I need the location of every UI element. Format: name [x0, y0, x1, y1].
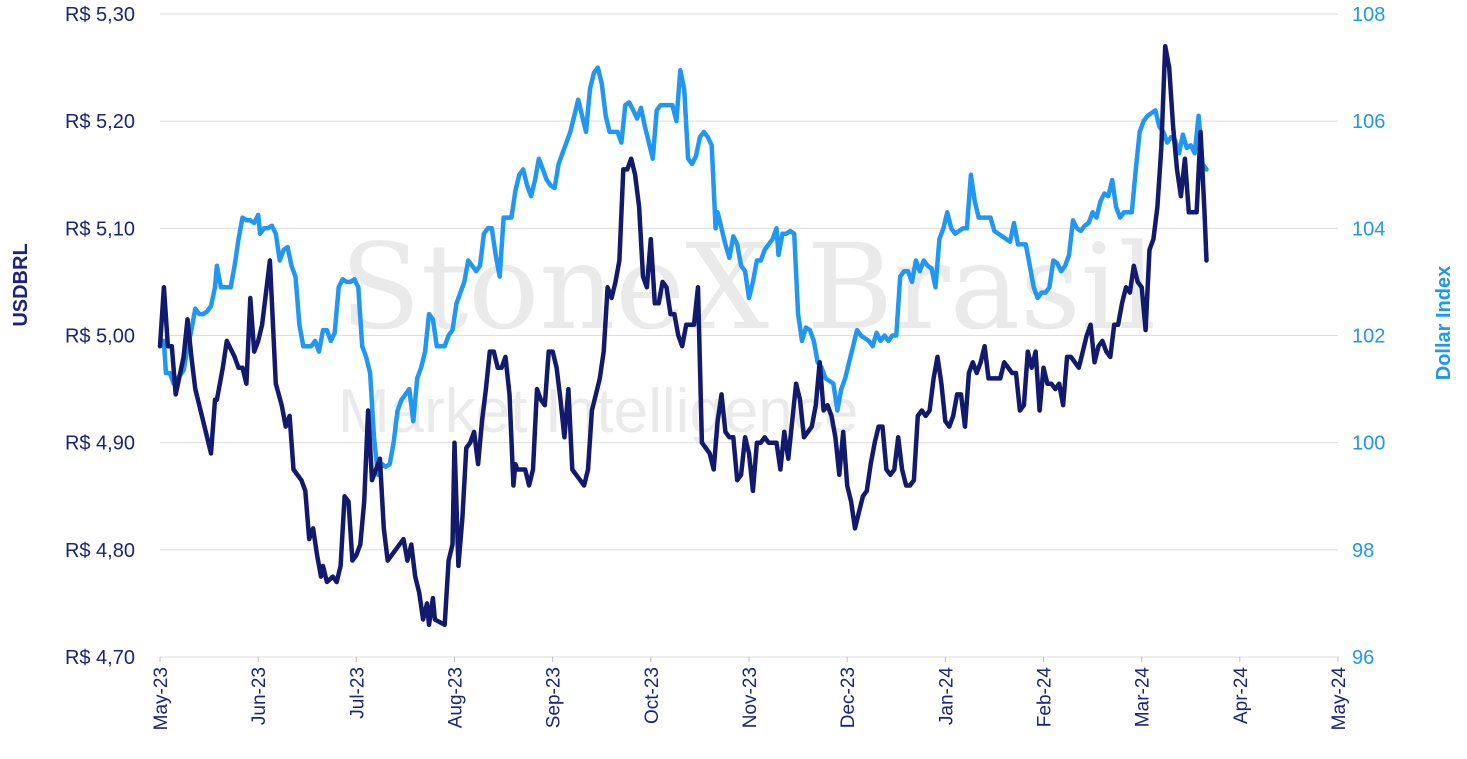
usdbrl-series-line [157, 43, 1209, 628]
y-right-tick-label: 100 [1352, 433, 1385, 455]
x-tick-label: May-24 [1329, 667, 1350, 731]
y-left-tick-label: R$ 5,30 [65, 4, 135, 26]
y-right-tick-label: 98 [1352, 540, 1374, 562]
x-tick-label: May-23 [151, 667, 172, 730]
y-left-tick-label: R$ 4,80 [65, 540, 135, 562]
y-left-tick-label: R$ 5,10 [65, 218, 135, 240]
x-axis-ticks: May-23 Jun-23 Jul-23 Aug-23 Sep-23 Oct-23 Nov-… [151, 657, 1350, 730]
y-left-tick-label: R$ 4,70 [65, 647, 135, 669]
x-tick-label: Jul-23 [347, 667, 368, 719]
y-right-tick-label: 102 [1352, 326, 1385, 348]
x-tick-label: Aug-23 [446, 667, 467, 728]
y-right-tick-label: 104 [1352, 218, 1385, 240]
y-left-axis-title: USDBRL [10, 243, 32, 326]
dollar-index-series-line [157, 65, 1209, 478]
y-left-tick-label: R$ 5,00 [65, 326, 135, 348]
y-left-axis-ticks: R$ 4,70 R$ 4,80 R$ 4,90 R$ 5,00 R$ 5,10 R$ 5,… [65, 4, 135, 669]
y-right-tick-label: 108 [1352, 4, 1385, 26]
x-tick-label: Oct-23 [642, 667, 663, 724]
x-tick-label: Dec-23 [838, 667, 859, 728]
x-tick-label: Nov-23 [740, 667, 761, 728]
watermark: StoneX Brasil Market Intelligence [338, 218, 1156, 446]
y-right-tick-label: 106 [1352, 111, 1385, 133]
x-tick-label: Jun-23 [249, 667, 270, 725]
x-tick-label: Jan-24 [936, 667, 957, 726]
y-right-axis-title: Dollar Index [1433, 266, 1455, 380]
y-left-tick-label: R$ 5,20 [65, 111, 135, 133]
x-tick-label: Sep-23 [544, 667, 565, 728]
x-tick-label: Feb-24 [1035, 667, 1056, 728]
x-tick-label: Apr-24 [1231, 667, 1252, 724]
x-tick-label: Mar-24 [1133, 667, 1154, 728]
y-right-axis-ticks: 96 98 100 102 104 106 108 [1352, 4, 1385, 669]
y-right-tick-label: 96 [1352, 647, 1374, 669]
y-left-tick-label: R$ 4,90 [65, 433, 135, 455]
series-lines [157, 43, 1209, 628]
